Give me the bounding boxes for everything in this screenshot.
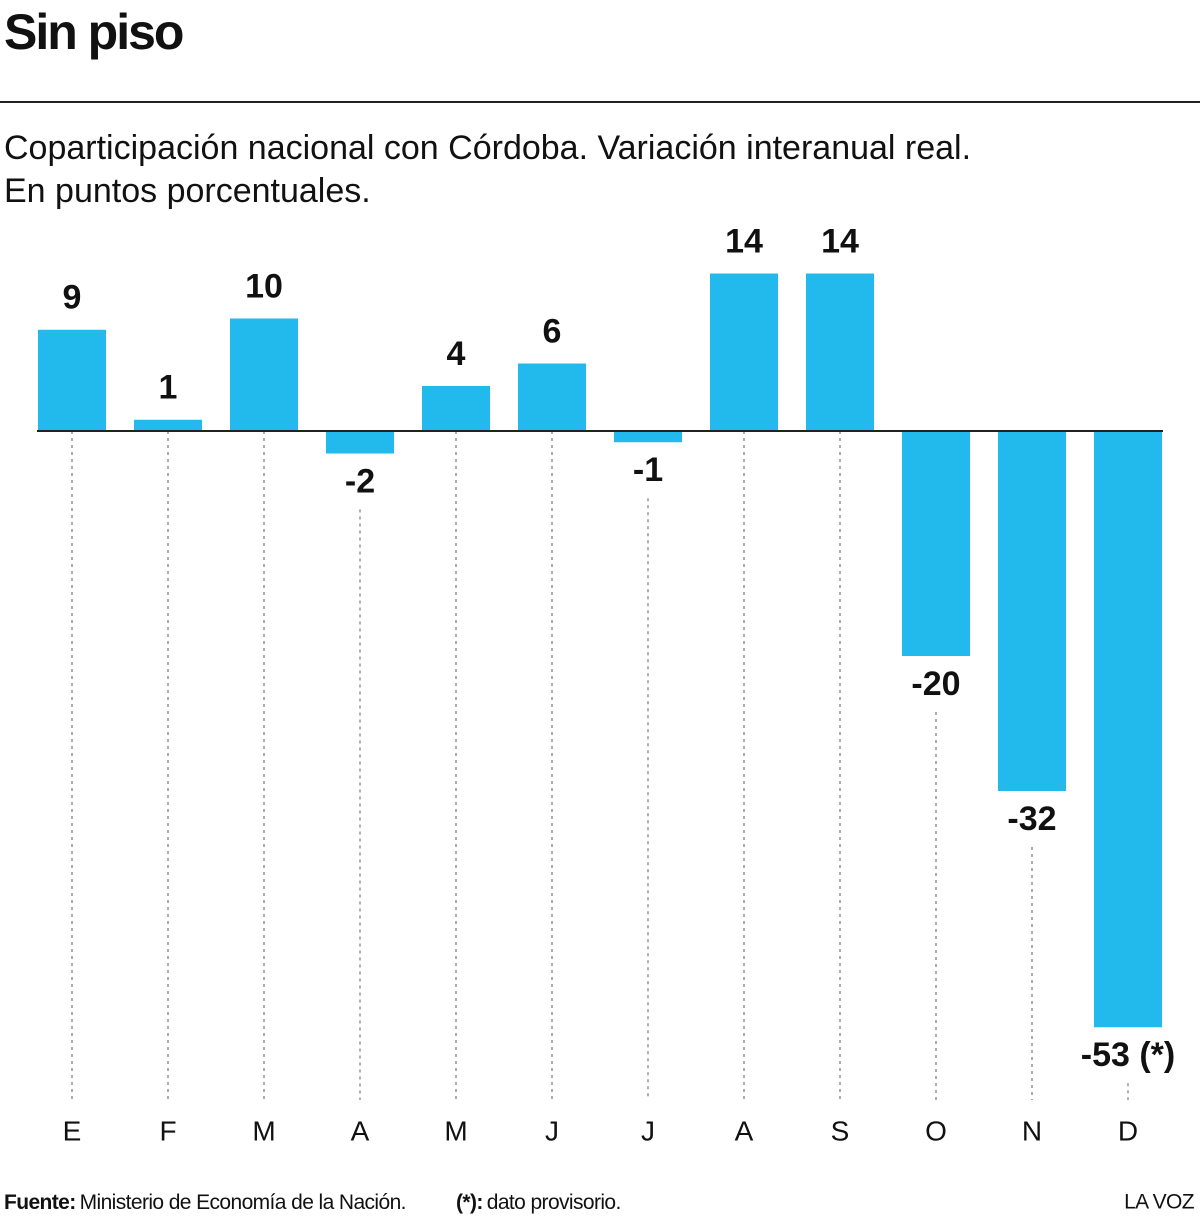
x-tick-label: N [1022, 1115, 1042, 1146]
value-label: 9 [63, 279, 82, 317]
chart-title: Sin piso [4, 4, 183, 60]
value-label: -32 [1007, 800, 1056, 838]
value-label: -1 [633, 451, 663, 489]
bar [326, 431, 394, 454]
x-tick-label: D [1118, 1115, 1138, 1146]
x-tick-label: E [63, 1115, 82, 1146]
value-label: 10 [245, 267, 283, 305]
x-tick-label: A [351, 1115, 370, 1146]
bar [1094, 431, 1162, 1028]
x-tick-label: O [925, 1115, 947, 1146]
x-tick-label: F [159, 1115, 176, 1146]
value-label: 14 [821, 222, 859, 260]
x-tick-label: J [641, 1115, 655, 1146]
subtitle: Coparticipación nacional con Córdoba. Va… [4, 129, 971, 167]
bar [422, 386, 490, 431]
value-label: 1 [159, 369, 178, 407]
note-label: (*): [456, 1191, 483, 1214]
value-label: -53 (*) [1081, 1036, 1175, 1074]
bar [710, 273, 778, 431]
value-label: -2 [345, 462, 375, 500]
value-label: 6 [543, 312, 562, 350]
x-tick-label: M [444, 1115, 467, 1146]
subtitle: En puntos porcentuales. [4, 172, 371, 210]
value-label: -20 [911, 665, 960, 703]
source-label: Fuente: [4, 1191, 76, 1214]
bar [998, 431, 1066, 791]
note: dato provisorio. [487, 1191, 621, 1214]
x-tick-label: J [545, 1115, 559, 1146]
plot: 9 E 1 F 10 M -2 A 4 M 6 J -1 J 14 A 14 S -20 O -32 N -53 (*) D [38, 222, 1175, 1146]
value-label: 4 [447, 335, 466, 373]
bar [38, 329, 106, 431]
x-tick-label: S [831, 1115, 850, 1146]
footer: Fuente: Ministerio de Economía de la Naci… [4, 1191, 621, 1214]
bar [614, 431, 682, 443]
x-tick-label: M [252, 1115, 275, 1146]
bar [902, 431, 970, 656]
bar [518, 363, 586, 431]
value-label: 14 [725, 222, 763, 260]
source: Ministerio de Economía de la Nación. [80, 1191, 406, 1214]
bar [806, 273, 874, 431]
x-tick-label: A [735, 1115, 754, 1146]
bar [230, 318, 298, 431]
bar [134, 419, 202, 431]
credit: LA VOZ [1124, 1191, 1195, 1214]
